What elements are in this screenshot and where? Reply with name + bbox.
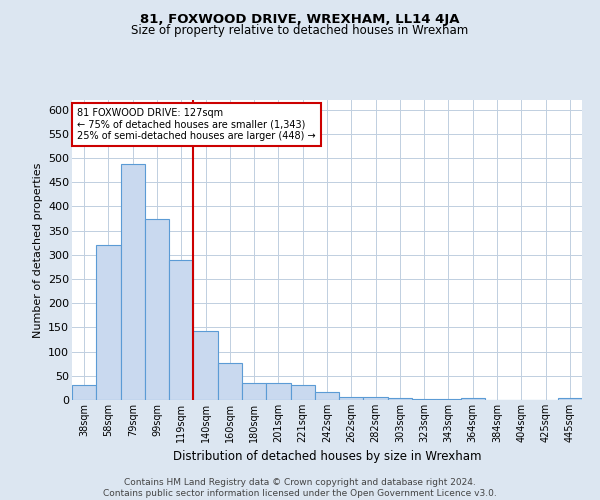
Text: 81, FOXWOOD DRIVE, WREXHAM, LL14 4JA: 81, FOXWOOD DRIVE, WREXHAM, LL14 4JA	[140, 12, 460, 26]
Bar	[72, 384, 96, 400]
Bar	[290, 386, 315, 400]
Y-axis label: Number of detached properties: Number of detached properties	[32, 162, 43, 338]
Bar	[169, 260, 193, 400]
Bar	[266, 383, 290, 400]
Bar	[461, 398, 485, 400]
Bar	[96, 245, 121, 400]
Text: Size of property relative to detached houses in Wrexham: Size of property relative to detached ho…	[131, 24, 469, 37]
Text: Contains HM Land Registry data © Crown copyright and database right 2024.
Contai: Contains HM Land Registry data © Crown c…	[103, 478, 497, 498]
Bar	[145, 218, 169, 400]
Bar	[436, 399, 461, 400]
Bar	[412, 398, 436, 400]
Bar	[388, 398, 412, 400]
Bar	[121, 164, 145, 400]
Text: 81 FOXWOOD DRIVE: 127sqm
← 75% of detached houses are smaller (1,343)
25% of sem: 81 FOXWOOD DRIVE: 127sqm ← 75% of detach…	[77, 108, 316, 140]
Bar	[315, 392, 339, 400]
Bar	[339, 396, 364, 400]
Bar	[218, 362, 242, 400]
Bar	[364, 397, 388, 400]
Bar	[242, 383, 266, 400]
Bar	[193, 331, 218, 400]
X-axis label: Distribution of detached houses by size in Wrexham: Distribution of detached houses by size …	[173, 450, 481, 464]
Bar	[558, 398, 582, 400]
